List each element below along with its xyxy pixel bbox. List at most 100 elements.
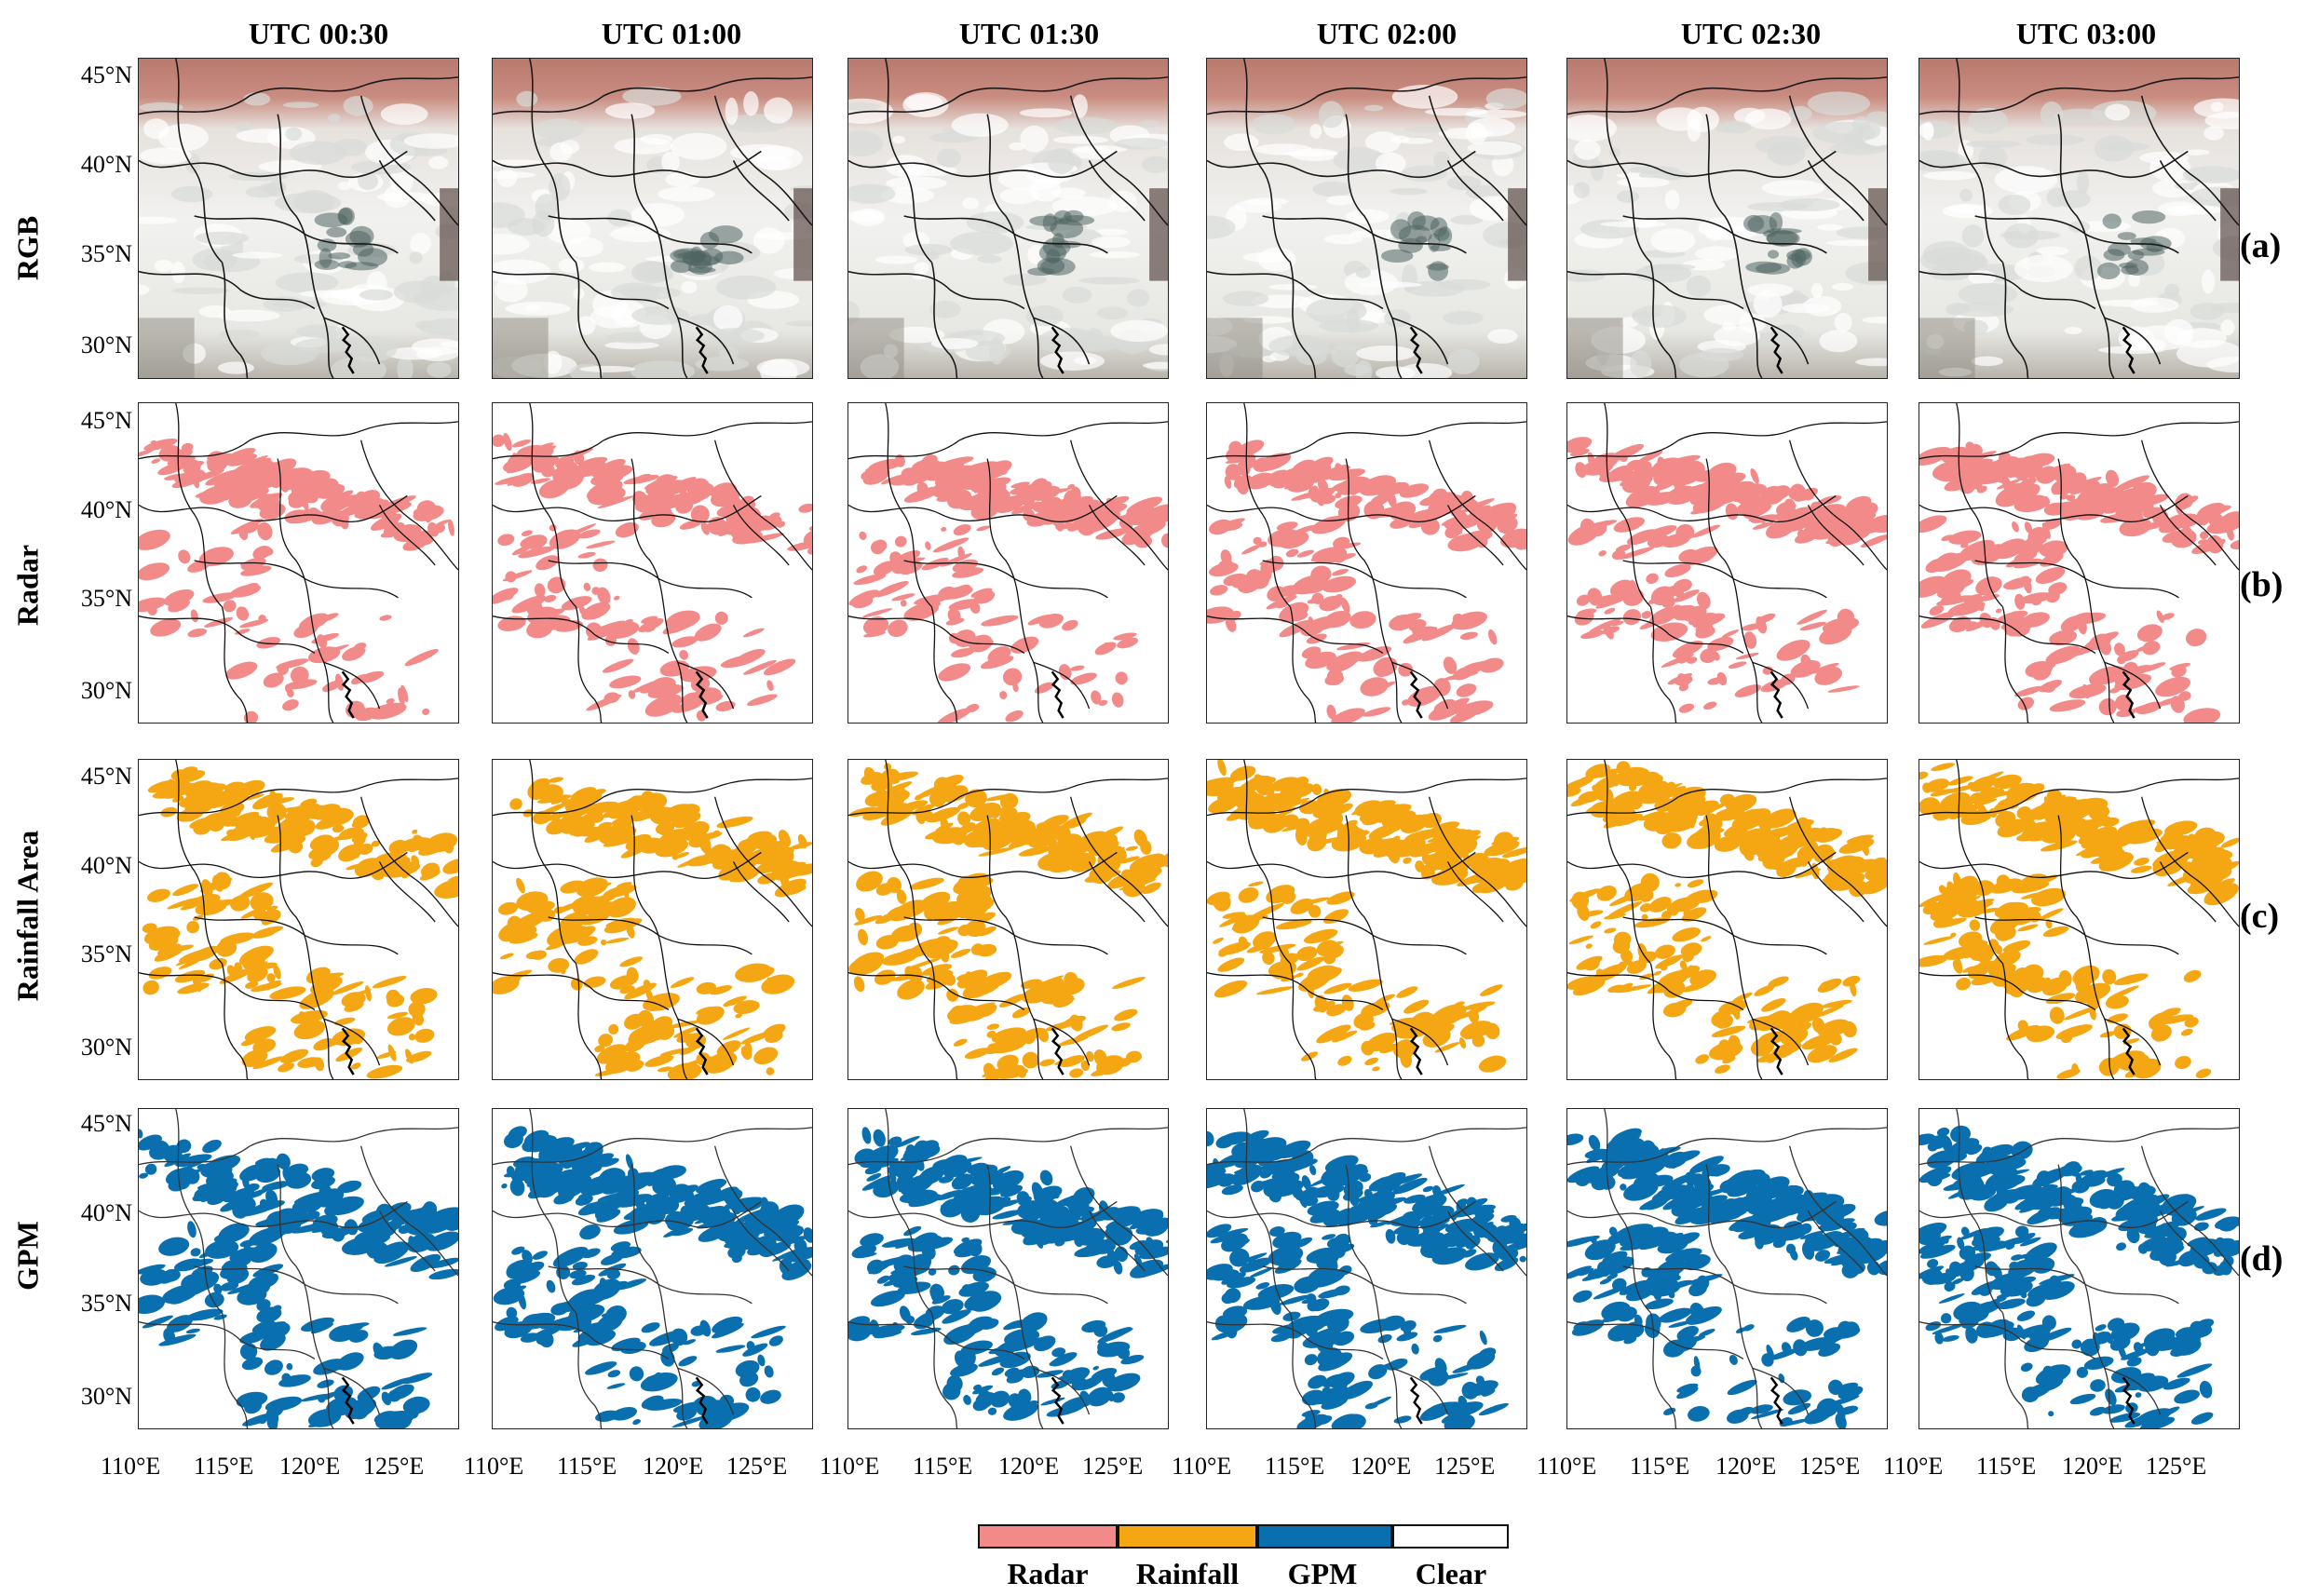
precip-cell — [547, 483, 553, 492]
precip-cell — [1456, 683, 1477, 697]
province-border — [493, 270, 670, 310]
map-panel-gpm-5 — [1566, 1108, 1888, 1429]
cloud-texture — [1223, 291, 1269, 306]
precip-cell — [1414, 626, 1435, 633]
precip-cell — [297, 1057, 322, 1068]
precip-cell — [595, 1410, 620, 1422]
precip-cell — [1340, 1380, 1374, 1400]
precip-cell — [551, 1146, 581, 1162]
cloud-texture — [1438, 278, 1491, 291]
precip-cell — [2043, 502, 2065, 515]
lat-tick: 35°N — [80, 940, 132, 967]
precip-cell — [716, 1221, 749, 1242]
precip-cell — [1919, 797, 1941, 816]
precip-cell — [659, 1048, 691, 1056]
precip-cell — [2164, 820, 2198, 836]
precip-cell — [229, 1247, 261, 1263]
cloud-texture — [1062, 286, 1092, 304]
cloud-texture — [1629, 166, 1680, 174]
precip-cell — [2024, 521, 2033, 534]
precip-cell — [957, 802, 969, 810]
cloud-texture — [1397, 362, 1453, 378]
precip-cell — [1142, 1264, 1159, 1275]
precip-cell — [1793, 827, 1822, 842]
precip-cell — [2008, 981, 2025, 998]
precip-cell — [1402, 699, 1410, 706]
precip-cell — [781, 1246, 812, 1264]
cloud-texture — [1826, 239, 1879, 247]
cloud-texture — [525, 304, 542, 312]
cloud-texture — [1363, 104, 1384, 112]
province-border — [277, 815, 334, 1079]
precip-cell — [1080, 1060, 1090, 1072]
precip-cell — [982, 1198, 1005, 1211]
cloud-texture — [1923, 170, 1977, 181]
province-border — [139, 851, 408, 880]
precip-cell — [385, 1219, 403, 1232]
precip-cell — [939, 1175, 954, 1183]
precip-cell — [193, 893, 221, 906]
precip-cell — [2059, 494, 2069, 500]
precip-cell — [1368, 1396, 1392, 1408]
precip-cell — [520, 1332, 541, 1343]
precip-cell — [230, 1187, 255, 1201]
precip-cell — [2049, 629, 2078, 646]
province-border — [139, 615, 316, 654]
precip-cell — [1122, 872, 1151, 887]
precip-cell — [1946, 881, 1957, 898]
precip-cell — [270, 836, 306, 853]
precip-cell — [230, 895, 251, 912]
precip-cell — [1974, 778, 2001, 789]
precip-cell — [1605, 467, 1632, 480]
precip-cell — [389, 1339, 418, 1360]
precip-cell — [601, 1313, 611, 1318]
precip-cell — [766, 1067, 775, 1075]
row-label-gpm: GPM — [10, 1221, 45, 1291]
precip-cell — [1236, 440, 1265, 457]
precip-cell — [881, 1238, 915, 1248]
precip-cell — [239, 618, 269, 629]
precip-cell — [241, 1357, 264, 1371]
cloud-texture — [154, 260, 174, 272]
map-gpm — [848, 1109, 1168, 1428]
precip-cell — [937, 456, 974, 468]
precip-cell — [798, 503, 812, 513]
precip-cell — [1041, 815, 1069, 829]
precip-cell — [586, 540, 616, 549]
land-patch — [139, 318, 195, 378]
sea-patch — [440, 188, 458, 281]
precip-cell — [945, 465, 980, 484]
precip-cell — [164, 588, 195, 606]
precip-cell — [899, 1305, 911, 1322]
precip-cell — [575, 1194, 593, 1206]
province-border — [359, 796, 458, 927]
precip-cell — [893, 1254, 916, 1274]
province-border — [1207, 1127, 1526, 1166]
province-border — [1207, 494, 1476, 523]
precip-cell — [1400, 1319, 1417, 1332]
province-border — [323, 661, 381, 710]
precip-cell — [331, 1227, 346, 1242]
precip-cell — [2044, 977, 2051, 983]
precip-cell — [2042, 926, 2069, 938]
precip-cell — [1819, 625, 1852, 645]
convective-cloud — [1412, 215, 1440, 231]
precip-cell — [991, 1027, 1026, 1044]
precip-cell — [1214, 980, 1248, 998]
province-border — [1752, 317, 1810, 365]
precip-cell — [2114, 642, 2125, 656]
precip-cell — [380, 512, 387, 520]
precip-cell — [1322, 944, 1344, 959]
precip-cell — [1207, 606, 1234, 624]
cloud-texture — [1919, 122, 1934, 139]
precip-cell — [2197, 539, 2208, 545]
cloud-texture — [343, 95, 373, 116]
precip-cell — [1410, 1011, 1435, 1032]
cloud-texture — [2204, 111, 2239, 129]
province-border — [1207, 76, 1526, 115]
precip-cell — [1408, 619, 1427, 631]
precip-cell — [942, 1382, 961, 1400]
precip-cell — [1741, 831, 1777, 846]
precip-cell — [954, 1350, 968, 1368]
convective-cloud — [1051, 233, 1064, 249]
